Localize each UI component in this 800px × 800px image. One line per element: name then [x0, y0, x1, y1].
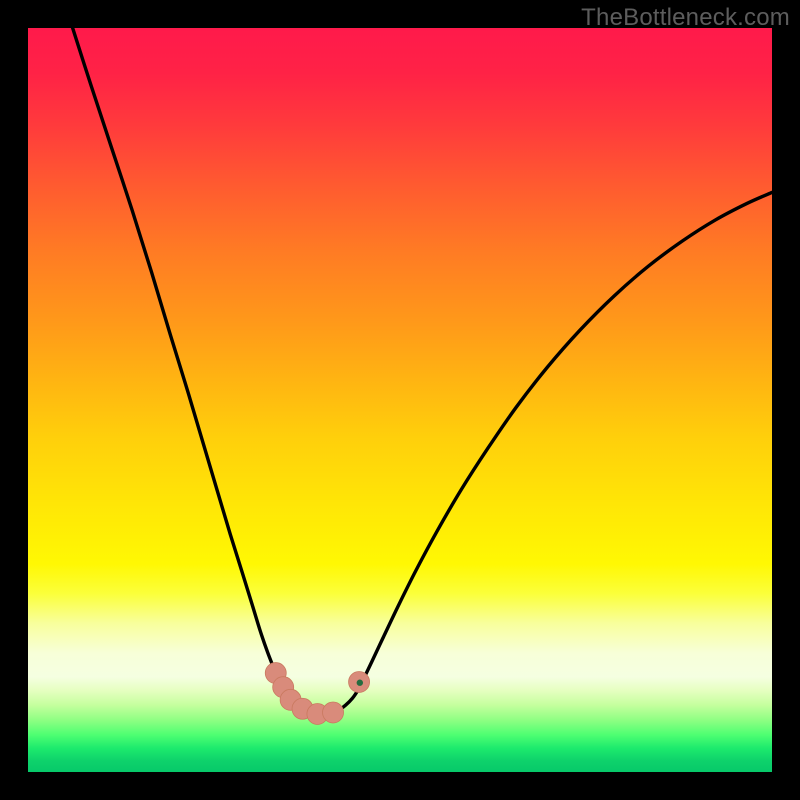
plot-area — [28, 28, 772, 772]
watermark-label: TheBottleneck.com — [581, 4, 790, 32]
trough-inner-dot — [357, 680, 363, 686]
chart-frame: TheBottleneck.com — [0, 0, 800, 800]
gradient-background — [28, 28, 772, 772]
trough-marker — [323, 702, 344, 723]
chart-svg — [28, 28, 772, 772]
